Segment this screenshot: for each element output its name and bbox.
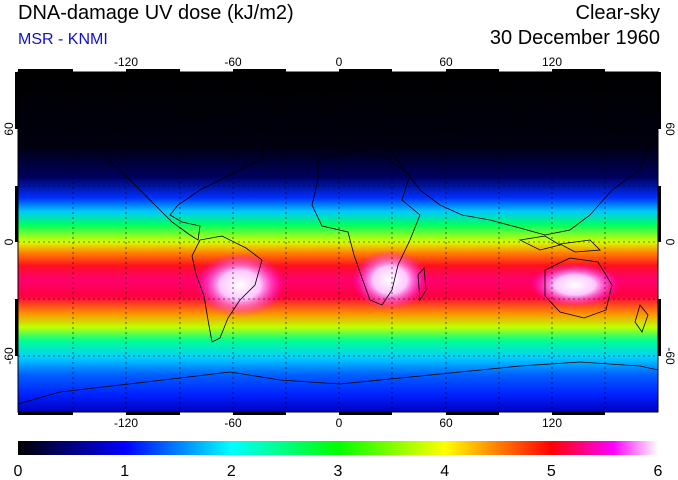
colorbar-ticks: 0 1 2 3 4 5 6 [14, 463, 663, 480]
colorbar-tick-label: 1 [120, 463, 129, 480]
lon-tick-label: 120 [542, 416, 562, 430]
date-label: 30 December 1960 [489, 27, 660, 49]
colorbar-tick-label: 5 [547, 463, 556, 480]
colorbar-tick-label: 3 [334, 463, 343, 480]
lon-tick-label: -120 [114, 55, 138, 69]
lon-labels-bottom: -120 -60 0 60 120 [114, 416, 562, 430]
lon-tick-label: -60 [224, 416, 242, 430]
lon-tick-label: 60 [439, 416, 453, 430]
lon-tick-label: 60 [439, 55, 453, 69]
map-title: DNA-damage UV dose (kJ/m2) [18, 2, 294, 24]
uv-field [18, 72, 658, 412]
colorbar-gradient [18, 441, 658, 455]
colorbar-tick-label: 4 [440, 463, 449, 480]
lon-tick-label: 0 [336, 416, 343, 430]
lon-tick-label: -60 [224, 55, 242, 69]
coastlines [18, 89, 658, 405]
lat-tick-label: 0 [2, 238, 16, 245]
sky-condition-label: Clear-sky [575, 2, 660, 24]
lon-tick-label: 0 [336, 55, 343, 69]
lat-tick-label: 60 [2, 122, 16, 136]
lat-tick-label: -60 [663, 347, 677, 365]
colorbar-tick-label: 2 [227, 463, 236, 480]
lon-tick-label: -120 [114, 416, 138, 430]
lat-labels-left: 60 0 -60 [2, 122, 16, 365]
graticule [18, 72, 658, 412]
colorbar-tick-label: 6 [654, 463, 663, 480]
lat-tick-label: -60 [2, 347, 16, 365]
frame-tick-bars [15, 69, 661, 415]
lat-tick-label: 0 [663, 239, 677, 246]
lat-tick-label: 60 [663, 122, 677, 136]
lat-labels-right: 60 0 -60 [663, 122, 677, 365]
lon-tick-label: 120 [542, 55, 562, 69]
lon-labels-top: -120 -60 0 60 120 [114, 55, 562, 69]
colorbar-tick-label: 0 [14, 463, 23, 480]
source-label: MSR - KNMI [18, 31, 108, 48]
